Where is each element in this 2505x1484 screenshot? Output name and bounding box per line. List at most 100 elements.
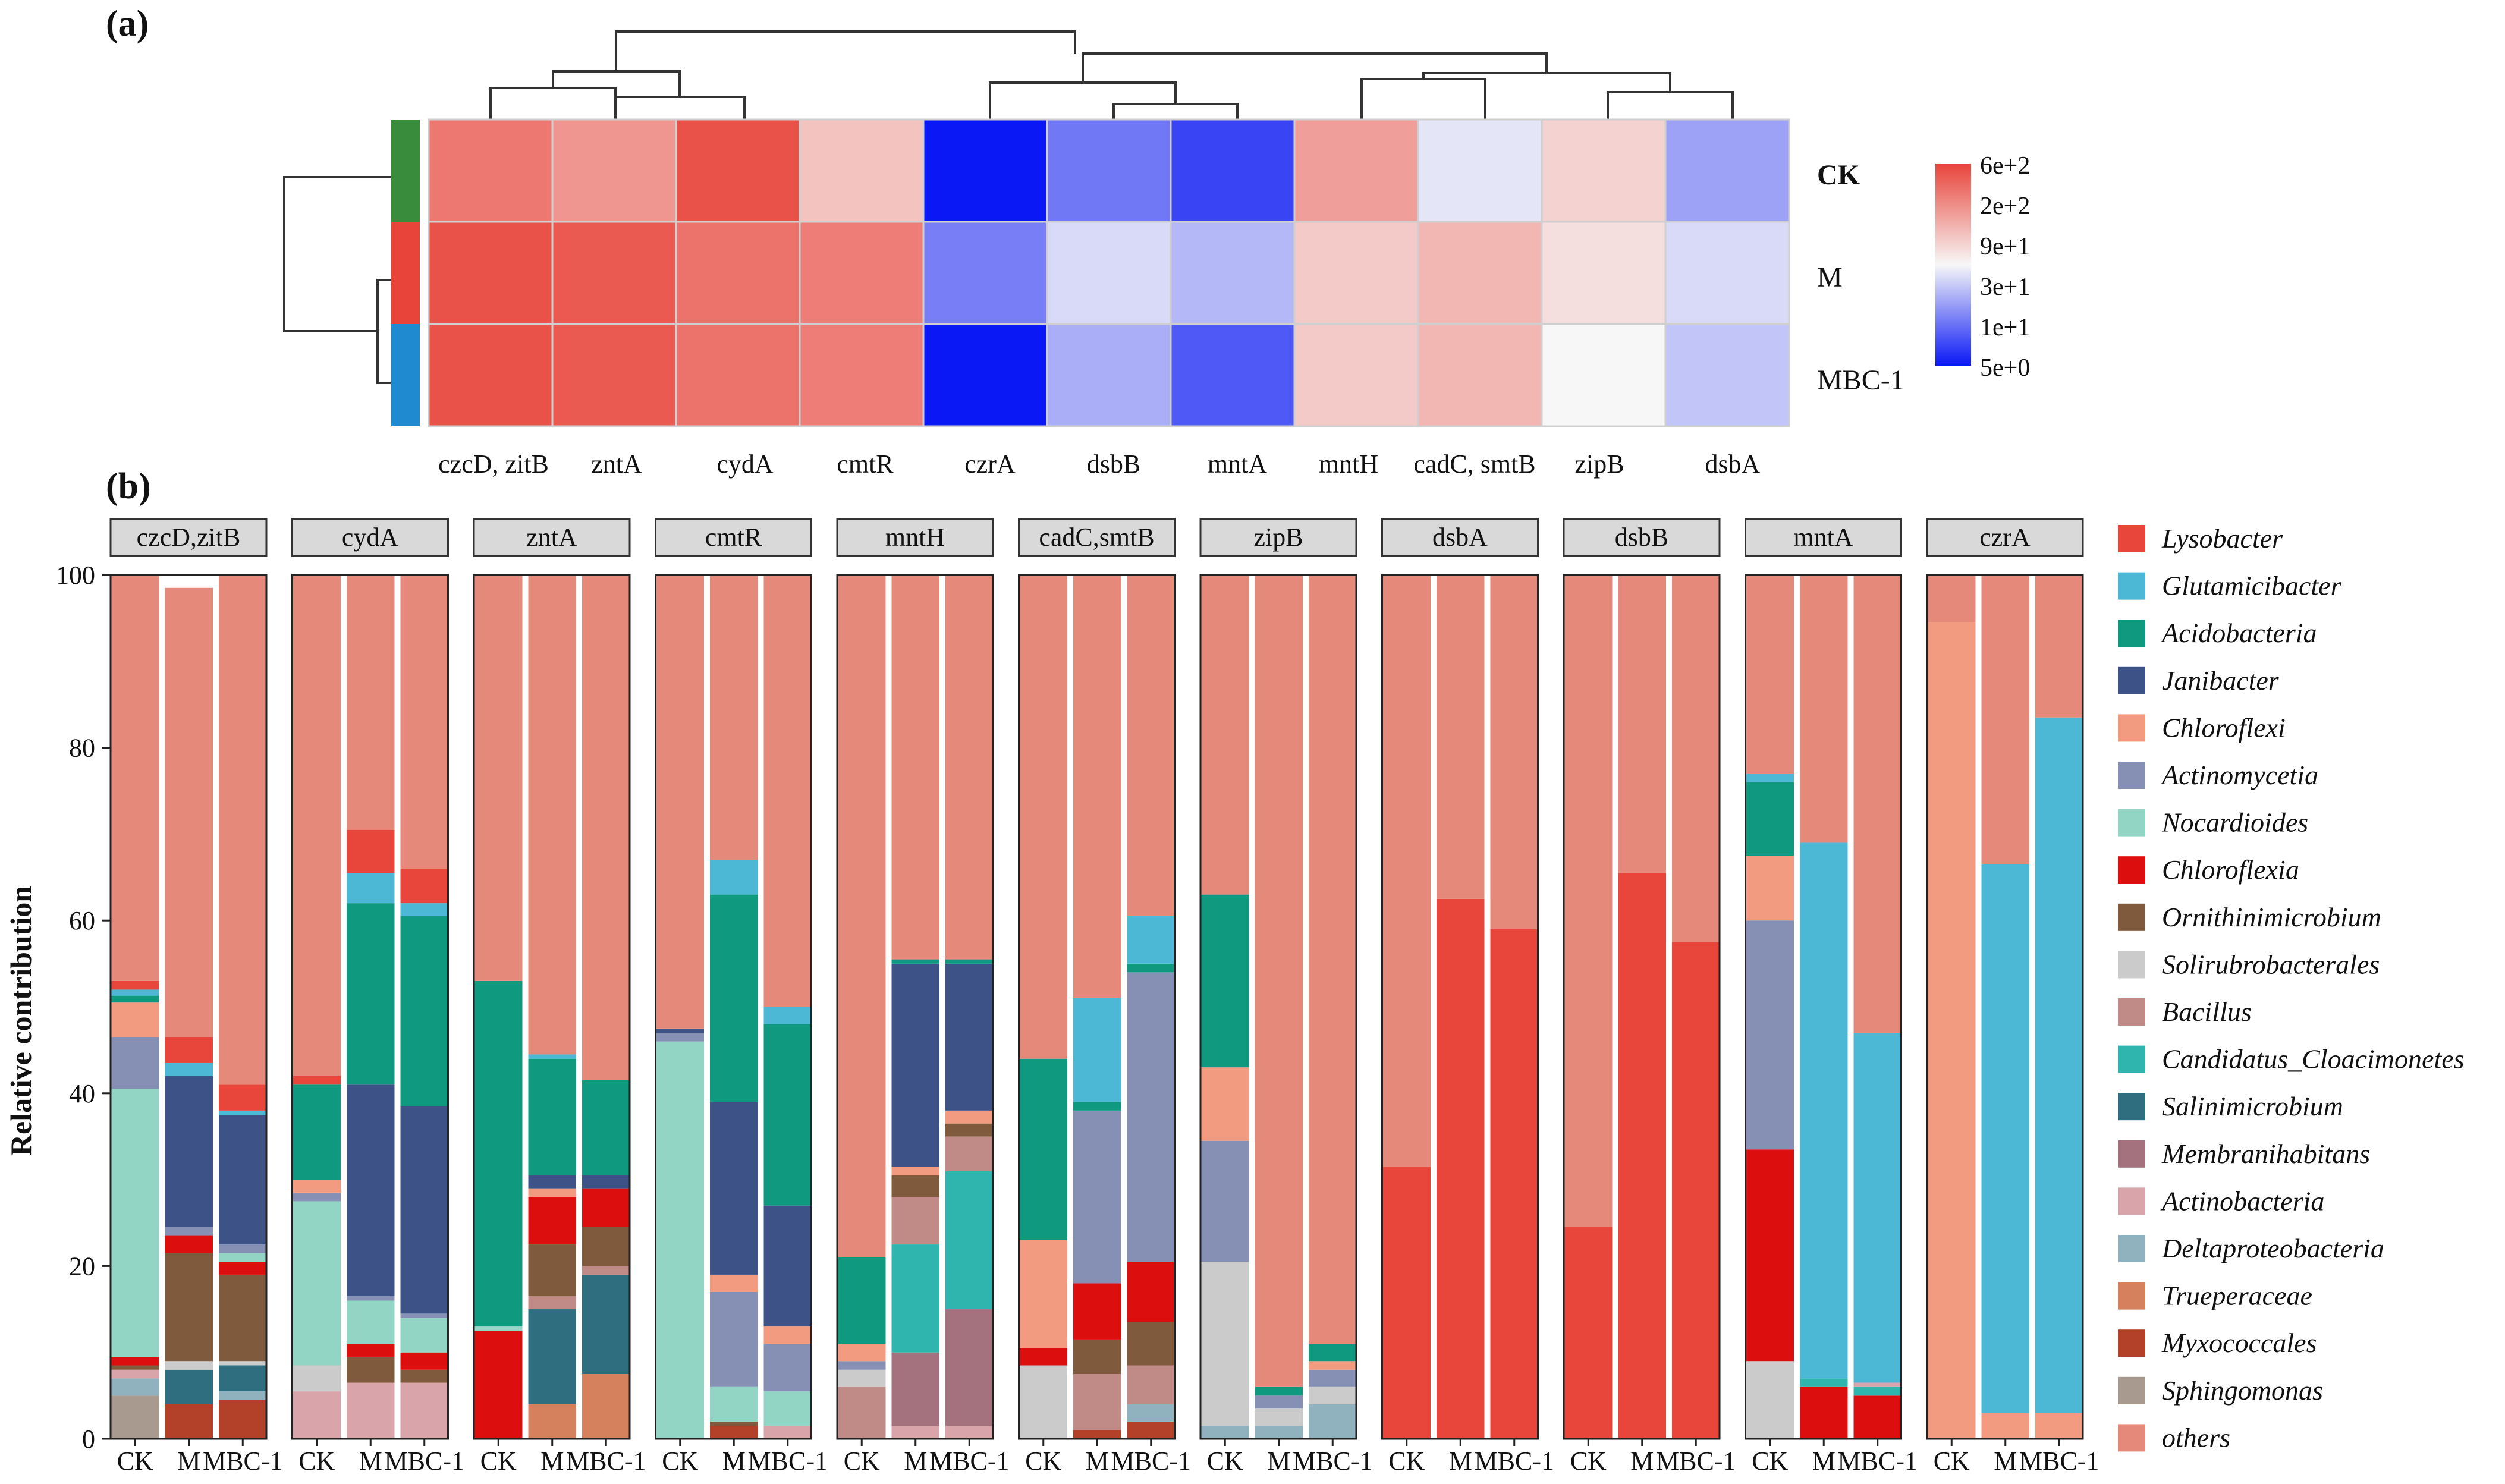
- bar-segment-cmtr-mbc-1-nocardioides: [763, 1391, 812, 1426]
- bar-segment-cyda-mbc-1-chloroflexia: [400, 1352, 448, 1370]
- heatmap-cell-mbc-1-czcd-zitb: [428, 323, 554, 427]
- facet-strip-label: czcD,zitB: [137, 523, 241, 552]
- facet-strip: [1745, 518, 1902, 557]
- facet-cyda: cydA CK M MBC-1: [291, 518, 464, 1476]
- y-tick-label: 80: [69, 734, 95, 763]
- heatmap-cell-mbc-1-czra: [922, 323, 1048, 427]
- facet-strip-label: dsbB: [1615, 523, 1668, 552]
- heatmap-cell-ck-cyda: [675, 118, 801, 223]
- bar-segment-cmtr-m-ornithinimicrobium: [710, 1421, 758, 1426]
- bar-segment-czcd-zitb-m-myxococcales: [165, 1404, 213, 1439]
- heatmap-cell-mbc-1-cadc-smtb: [1417, 323, 1543, 427]
- bar-segment-czcd-zitb-ck-sphingomonas: [111, 1395, 159, 1439]
- bar-segment-czra-m-glutamicibacter: [1981, 864, 2029, 1413]
- heatmap-cell-mbc-1-zipb: [1541, 323, 1667, 427]
- bar-segment-cadc-smtb-ck-acidobacteria: [1019, 1058, 1067, 1240]
- heatmap-cell-ck-czra: [922, 118, 1048, 223]
- bar-segment-cyda-ck-acidobacteria: [293, 1084, 341, 1180]
- bar-segment-czcd-zitb-mbc-1-janibacter: [219, 1115, 267, 1245]
- heatmap-col-label: cadC, smtB: [1413, 449, 1535, 479]
- bar-segment-znta-m-salinimicrobium: [528, 1309, 576, 1404]
- bar-segment-znta-m-trueperaceae: [528, 1404, 576, 1439]
- color-legend-bar: [1935, 164, 1971, 366]
- legend-swatch-deltaproteobacteria: [2118, 1235, 2145, 1262]
- legend-tick: 5e+0: [1980, 354, 2030, 382]
- bar-segment-mnth-ck-others: [838, 575, 886, 1257]
- bar-segment-cmtr-ck-actinomycetia: [656, 1033, 704, 1042]
- bar-segment-mnth-m-candidatus-cloacimonetes: [891, 1244, 939, 1353]
- facet-mnth: mntH CK M MBC-1: [836, 518, 1009, 1476]
- bar-segment-cyda-mbc-1-actinomycetia: [400, 1313, 448, 1318]
- facet-strip-label: zipB: [1253, 523, 1303, 552]
- facet-cmtr: cmtR CK M MBC-1: [655, 518, 828, 1476]
- bar-segment-czcd-zitb-m-actinomycetia: [165, 1227, 213, 1236]
- bar-segment-zipb-m-deltaproteobacteria: [1255, 1426, 1303, 1439]
- bar-segment-czcd-zitb-ck-acidobacteria: [111, 995, 159, 1003]
- legend-swatch-chloroflexia: [2118, 856, 2145, 884]
- bar-segment-czcd-zitb-m-ornithinimicrobium: [165, 1253, 213, 1362]
- taxa-legend: Lysobacter Glutamicibacter Acidobacteria Ja…: [2118, 523, 2465, 1452]
- legend-swatch-janibacter: [2118, 666, 2145, 694]
- bar-segment-czra-mbc-1-others: [2035, 575, 2083, 718]
- legend-swatch-candidatus-cloacimonetes: [2118, 1045, 2145, 1073]
- x-tick-label: M: [1267, 1447, 1290, 1476]
- facet-strip: [1018, 518, 1176, 557]
- facet-strip: [473, 518, 631, 557]
- bar-segment-zipb-m-solirubrobacterales: [1255, 1408, 1303, 1426]
- x-tick-label: MBC-1: [385, 1447, 464, 1476]
- bar-segment-dsbb-mbc-1-lysobacter: [1672, 942, 1720, 1439]
- bar-segment-czcd-zitb-mbc-1-glutamicibacter: [219, 1110, 267, 1115]
- heatmap-cell-m-czcd-zitb: [428, 221, 554, 325]
- bar-segment-dsba-mbc-1-others: [1490, 575, 1538, 929]
- heatmap-cell-ck-cadc-smtb: [1417, 118, 1543, 223]
- x-tick-label: M: [904, 1447, 927, 1476]
- bar-segment-zipb-ck-others: [1201, 575, 1249, 895]
- bar-segment-mnth-mbc-1-candidatus-cloacimonetes: [945, 1171, 994, 1310]
- bar-segment-znta-m-janibacter: [528, 1175, 576, 1189]
- heatmap-col-label: dsbB: [1087, 449, 1140, 479]
- group-color-ck: [391, 120, 420, 222]
- facet-strip: [1381, 518, 1539, 557]
- facet-strip-label: cadC,smtB: [1039, 523, 1154, 552]
- bar-segment-czra-m-others: [1981, 575, 2029, 864]
- column-dendrogram: [489, 30, 1734, 120]
- x-tick-label: CK: [1025, 1447, 1061, 1476]
- legend-label-trueperaceae: Trueperaceae: [2162, 1281, 2312, 1311]
- y-tick-label: 60: [69, 906, 95, 935]
- bar-segment-czcd-zitb-mbc-1-salinimicrobium: [219, 1365, 267, 1392]
- y-tick-label: 100: [56, 561, 95, 590]
- legend-swatch-nocardioides: [2118, 809, 2145, 837]
- bar-segment-cyda-m-ornithinimicrobium: [347, 1356, 395, 1383]
- bar-segment-cyda-m-glutamicibacter: [347, 873, 395, 904]
- y-axis-title: Relative contribution: [4, 886, 37, 1156]
- facet-zipb: zipB CK M MBC-1: [1199, 518, 1372, 1476]
- bar-segment-cmtr-mbc-1-janibacter: [763, 1205, 812, 1327]
- bar-segment-cadc-smtb-m-acidobacteria: [1073, 1102, 1121, 1111]
- heatmap-cell-ck-dsba: [1664, 118, 1790, 223]
- legend-label-chloroflexia: Chloroflexia: [2162, 854, 2299, 885]
- facet-mnta: mntA CK M MBC-1: [1745, 518, 1918, 1476]
- heatmap-cell-m-mnta: [1170, 221, 1296, 325]
- legend-swatch-membranihabitans: [2118, 1140, 2145, 1168]
- facet-strip-label: zntA: [526, 523, 577, 552]
- bar-segment-czcd-zitb-ck-ornithinimicrobium: [111, 1365, 159, 1370]
- bar-segment-mnta-mbc-1-candidatus-cloacimonetes: [1853, 1386, 1901, 1396]
- legend-tick: 3e+1: [1980, 273, 2030, 301]
- bar-segment-mnta-ck-chloroflexia: [1746, 1149, 1794, 1362]
- heatmap-cell-m-cadc-smtb: [1417, 221, 1543, 325]
- legend-tick: 1e+1: [1980, 314, 2030, 341]
- x-tick-label: M: [1630, 1447, 1654, 1476]
- bar-segment-znta-ck-acidobacteria: [474, 980, 523, 1327]
- heatmap-cell-mbc-1-dsbb: [1046, 323, 1172, 427]
- legend-tick: 6e+2: [1980, 152, 2030, 180]
- bar-segment-cadc-smtb-ck-chloroflexi: [1019, 1240, 1067, 1348]
- x-tick-label: MBC-1: [929, 1447, 1009, 1476]
- facet-cadc-smtb: cadC,smtB CK M MBC-1: [1018, 518, 1191, 1476]
- bar-segment-czcd-zitb-ck-actinobacteria: [111, 1369, 159, 1379]
- facet-strip: [836, 518, 994, 557]
- heatmap-grid: [428, 118, 1790, 427]
- bar-segment-cmtr-mbc-1-others: [763, 575, 812, 1007]
- x-tick-label: MBC-1: [1475, 1447, 1554, 1476]
- bar-segment-czcd-zitb-m-solirubrobacterales: [165, 1361, 213, 1370]
